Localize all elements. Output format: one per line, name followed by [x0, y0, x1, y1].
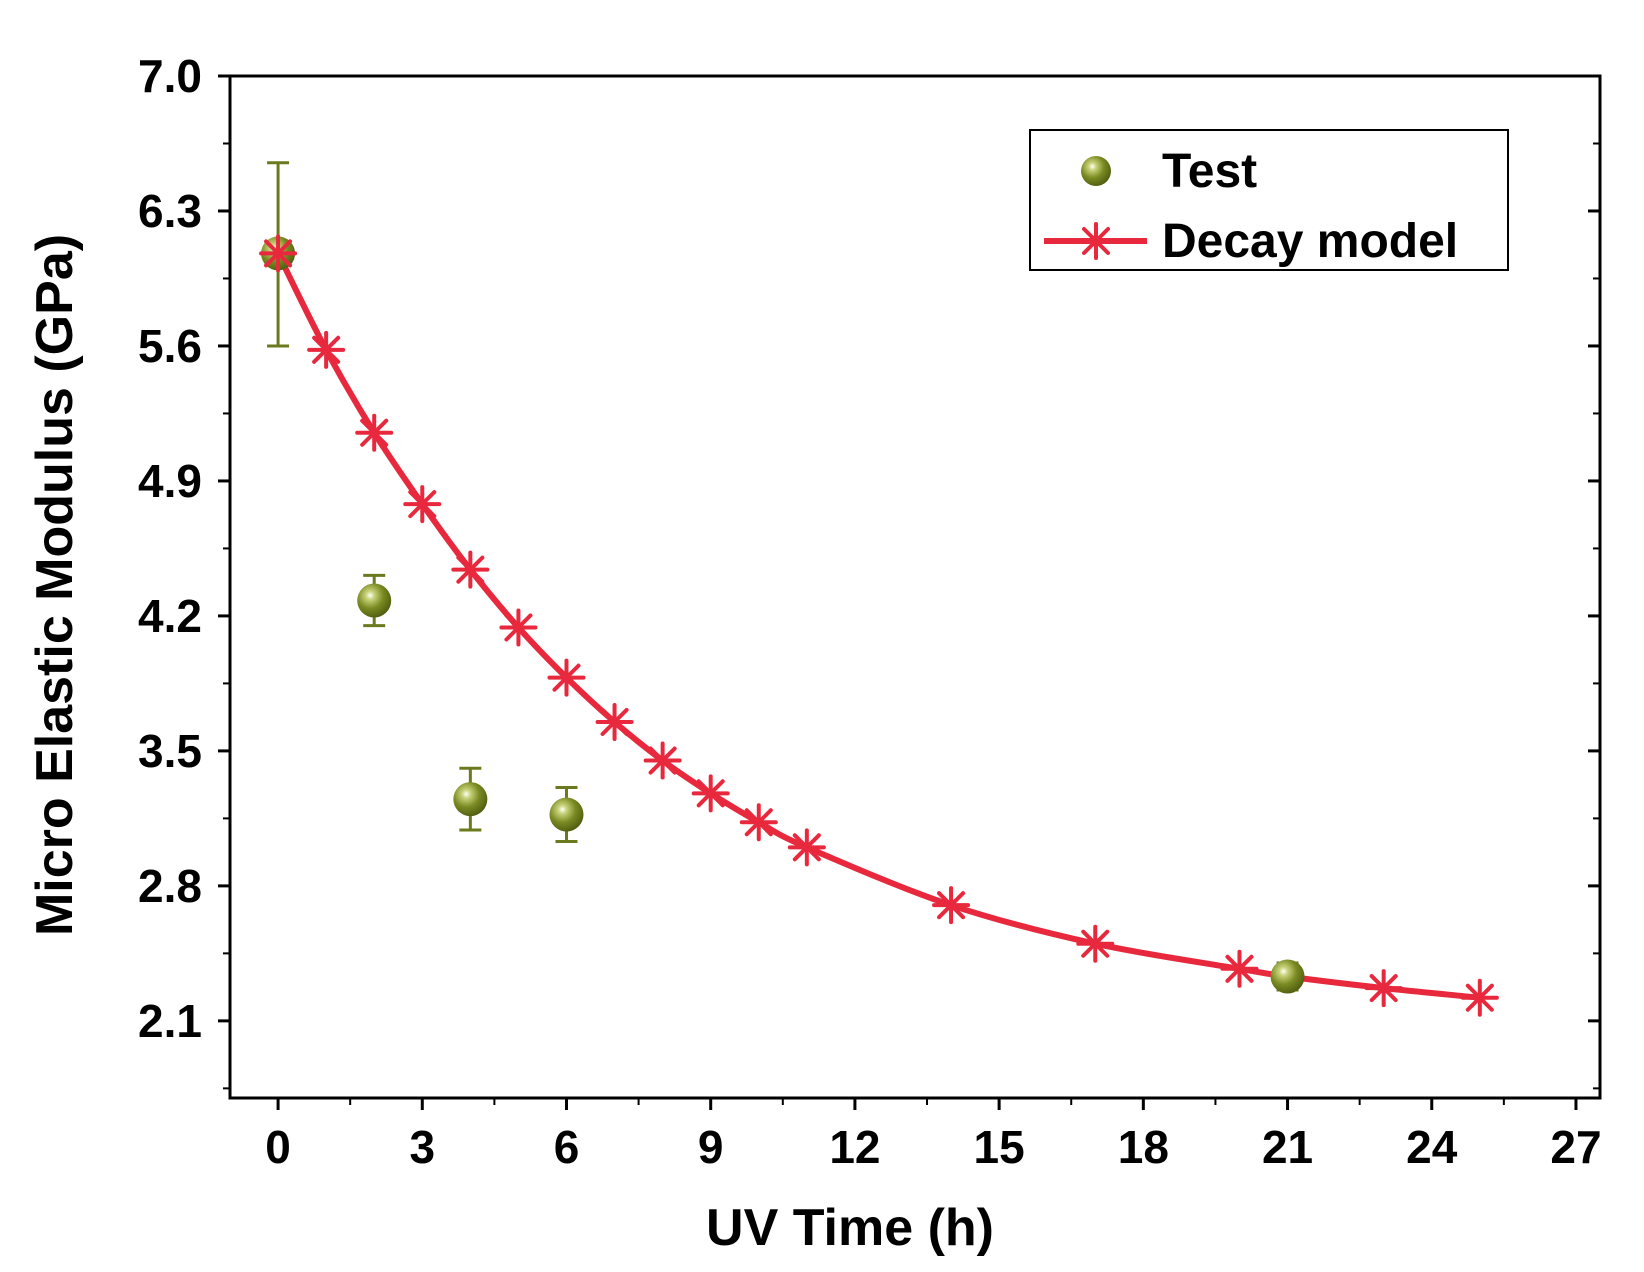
model-marker — [932, 886, 971, 925]
asterisk-stroke — [456, 555, 485, 584]
legend-test-marker — [1081, 156, 1111, 186]
legend-model-label: Decay model — [1162, 215, 1458, 268]
y-tick-label: 3.5 — [138, 725, 202, 777]
y-axis-title: Micro Elastic Modulus (GPa) — [26, 234, 84, 936]
y-tick-label: 6.3 — [138, 185, 202, 237]
test-marker — [549, 797, 584, 832]
model-marker — [739, 803, 778, 842]
x-tick-label: 21 — [1262, 1121, 1313, 1173]
legend: Test Decay model — [1029, 129, 1509, 271]
y-tick-label: 4.9 — [138, 455, 202, 507]
model-marker — [595, 702, 634, 741]
asterisk-stroke — [648, 746, 677, 775]
legend-test-label: Test — [1162, 145, 1257, 198]
x-tick-label: 27 — [1550, 1121, 1601, 1173]
y-tick-label: 2.1 — [138, 995, 202, 1047]
asterisk-stroke — [1081, 929, 1110, 958]
model-marker — [547, 658, 586, 697]
x-tick-label: 18 — [1118, 1121, 1169, 1173]
y-tick-label: 7.0 — [138, 50, 202, 102]
y-tick-label: 5.6 — [138, 320, 202, 372]
x-tick-label: 15 — [974, 1121, 1025, 1173]
x-axis-title: UV Time (h) — [706, 1199, 994, 1257]
test-point — [357, 573, 392, 628]
x-tick-label: 0 — [265, 1121, 291, 1173]
x-tick-label: 24 — [1406, 1121, 1458, 1173]
model-marker — [451, 550, 490, 589]
legend-model-marker — [1077, 222, 1115, 260]
model-marker — [499, 608, 538, 647]
asterisk-stroke — [1081, 226, 1111, 256]
legend-box — [1029, 129, 1509, 271]
model-marker — [1076, 924, 1115, 963]
decay-model-line — [275, 252, 1481, 1001]
model-marker — [787, 828, 826, 867]
test-marker — [357, 583, 392, 618]
asterisk-stroke — [1465, 983, 1494, 1012]
model-marker — [691, 774, 730, 813]
model-marker — [1460, 978, 1499, 1017]
legend-asterisk — [1077, 222, 1115, 260]
test-marker — [453, 782, 488, 817]
test-marker — [1270, 959, 1305, 994]
x-tick-label: 12 — [829, 1121, 880, 1173]
y-tick-label: 4.2 — [138, 590, 202, 642]
test-point — [549, 786, 584, 844]
test-point — [453, 766, 488, 832]
x-tick-label: 6 — [554, 1121, 580, 1173]
asterisk-stroke — [696, 779, 725, 808]
decay-model-markers — [259, 234, 1499, 1017]
asterisk-stroke — [1369, 974, 1398, 1003]
asterisk-stroke — [504, 613, 533, 642]
model-marker — [259, 234, 298, 273]
asterisk-stroke — [552, 663, 581, 692]
asterisk-stroke — [408, 490, 437, 519]
asterisk-stroke — [744, 808, 773, 837]
model-marker — [1220, 949, 1259, 988]
x-axis: 0 3 6 9 12 15 18 21 24 27 — [265, 1098, 1602, 1173]
asterisk-stroke — [792, 833, 821, 862]
asterisk-stroke — [264, 239, 293, 268]
asterisk-stroke — [937, 891, 966, 920]
asterisk-stroke — [1225, 954, 1254, 983]
model-marker — [307, 330, 346, 369]
y-axis: 2.1 2.8 3.5 4.2 4.9 5.6 6.3 7.0 — [138, 50, 1600, 1090]
model-marker — [403, 485, 442, 524]
asterisk-stroke — [312, 335, 341, 364]
y-tick-label: 2.8 — [138, 860, 202, 912]
x-tick-label: 9 — [698, 1121, 724, 1173]
plot-frame — [228, 74, 1602, 1100]
model-marker — [355, 413, 394, 452]
model-marker — [1364, 969, 1403, 1008]
model-marker — [643, 741, 682, 780]
test-points — [261, 161, 1305, 994]
asterisk-stroke — [600, 707, 629, 737]
test-point — [1270, 959, 1305, 994]
x-tick-label: 3 — [409, 1121, 435, 1173]
asterisk-stroke — [360, 418, 389, 447]
